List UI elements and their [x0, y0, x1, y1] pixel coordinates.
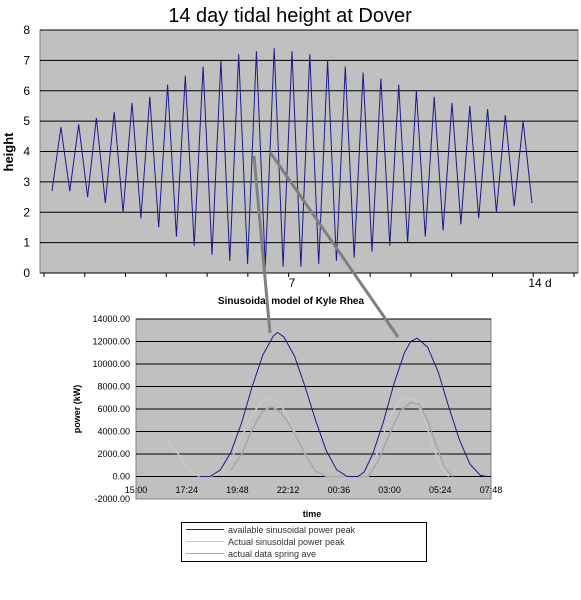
kyle-rhea-x-tick-label: 22:12 [277, 485, 300, 495]
kyle-rhea-y-ticks: -2000.00 0.00 2000.00 4000.00 6000.00 8000.00… [92, 314, 130, 504]
legend-item-available: available sinusoidal power peak [182, 524, 426, 536]
tidal-height-chart: 14 day tidal height at Dover 0 1 2 3 4 5 6 7 8 h… [1, 5, 579, 290]
tidal-x-ticks: 7 14 d [43, 273, 575, 290]
kyle-rhea-x-axis-label: time [303, 509, 322, 519]
kyle-rhea-y-tick-label: 12000.00 [92, 337, 130, 347]
legend-swatch-available [186, 529, 224, 530]
kyle-rhea-x-ticks: 15:00 17:24 19:48 22:12 00:36 03:00 05:24 07:48 [125, 485, 503, 495]
legend-label-actual-sinusoidal: Actual sinusoidal power peak [228, 537, 345, 547]
kyle-rhea-y-tick-label: 14000.00 [92, 314, 130, 324]
legend-label-spring-ave: actual data spring ave [228, 549, 317, 559]
tidal-x-tick-label: 14 d [528, 276, 551, 290]
legend-label-available: available sinusoidal power peak [228, 525, 356, 535]
tidal-gridlines [40, 29, 578, 244]
callout-line [252, 155, 272, 334]
tidal-y-tick-label: 5 [23, 114, 30, 128]
tidal-y-tick-label: 8 [23, 23, 30, 37]
kyle-rhea-y-tick-label: 2000.00 [97, 449, 130, 459]
legend-swatch-actual-sinusoidal [186, 541, 224, 542]
kyle-rhea-y-axis-label: power (kW) [72, 385, 82, 434]
legend-swatch-spring-ave [186, 553, 224, 554]
kyle-rhea-series-line-0 [199, 331, 487, 477]
callout-connectors [252, 151, 400, 338]
legend-item-spring-ave: actual data spring ave [182, 548, 426, 560]
callout-line [268, 151, 400, 338]
kyle-rhea-y-tick-label: 4000.00 [97, 427, 130, 437]
legend-item-actual-sinusoidal: Actual sinusoidal power peak [182, 536, 426, 548]
tidal-y-tick-label: 2 [23, 205, 30, 219]
kyle-rhea-gridlines [136, 318, 491, 477]
tidal-y-tick-label: 1 [23, 236, 30, 250]
tidal-y-tick-label: 0 [23, 266, 30, 280]
kyle-rhea-x-tick-label: 03:00 [378, 485, 401, 495]
tidal-height-series-line [51, 48, 533, 267]
kyle-rhea-chart: Sinusoidal model of Kyle Rhea -2000.00 0.… [72, 296, 502, 519]
kyle-rhea-series [164, 331, 487, 478]
kyle-rhea-x-tick-label: 05:24 [429, 485, 452, 495]
kyle-rhea-y-tick-label: 8000.00 [97, 382, 130, 392]
kyle-rhea-chart-title: Sinusoidal model of Kyle Rhea [218, 296, 365, 307]
kyle-rhea-series-line-2 [230, 401, 454, 478]
tidal-y-tick-label: 3 [23, 175, 30, 189]
kyle-rhea-y-tick-label: -2000.00 [94, 494, 130, 504]
kyle-rhea-y-tick-label: 10000.00 [92, 359, 130, 369]
tidal-y-tick-label: 7 [23, 53, 30, 67]
tidal-y-tick-label: 4 [23, 145, 30, 159]
kyle-rhea-x-tick-label: 17:24 [175, 485, 198, 495]
kyle-rhea-x-tick-label: 15:00 [125, 485, 148, 495]
kyle-rhea-x-tick-label: 00:36 [328, 485, 351, 495]
kyle-rhea-x-tick-label: 19:48 [226, 485, 249, 495]
tidal-y-axis-label: height [1, 132, 16, 172]
kyle-rhea-y-tick-label: 0.00 [112, 472, 130, 482]
kyle-rhea-x-tick-label: 07:48 [480, 485, 503, 495]
tidal-x-tick-label: 7 [289, 276, 296, 290]
tidal-y-ticks: 0 1 2 3 4 5 6 7 8 [23, 23, 30, 280]
kyle-rhea-y-tick-label: 6000.00 [97, 404, 130, 414]
tidal-chart-title: 14 day tidal height at Dover [168, 5, 412, 27]
kyle-rhea-legend: available sinusoidal power peak Actual s… [181, 522, 427, 562]
tidal-y-tick-label: 6 [23, 84, 30, 98]
